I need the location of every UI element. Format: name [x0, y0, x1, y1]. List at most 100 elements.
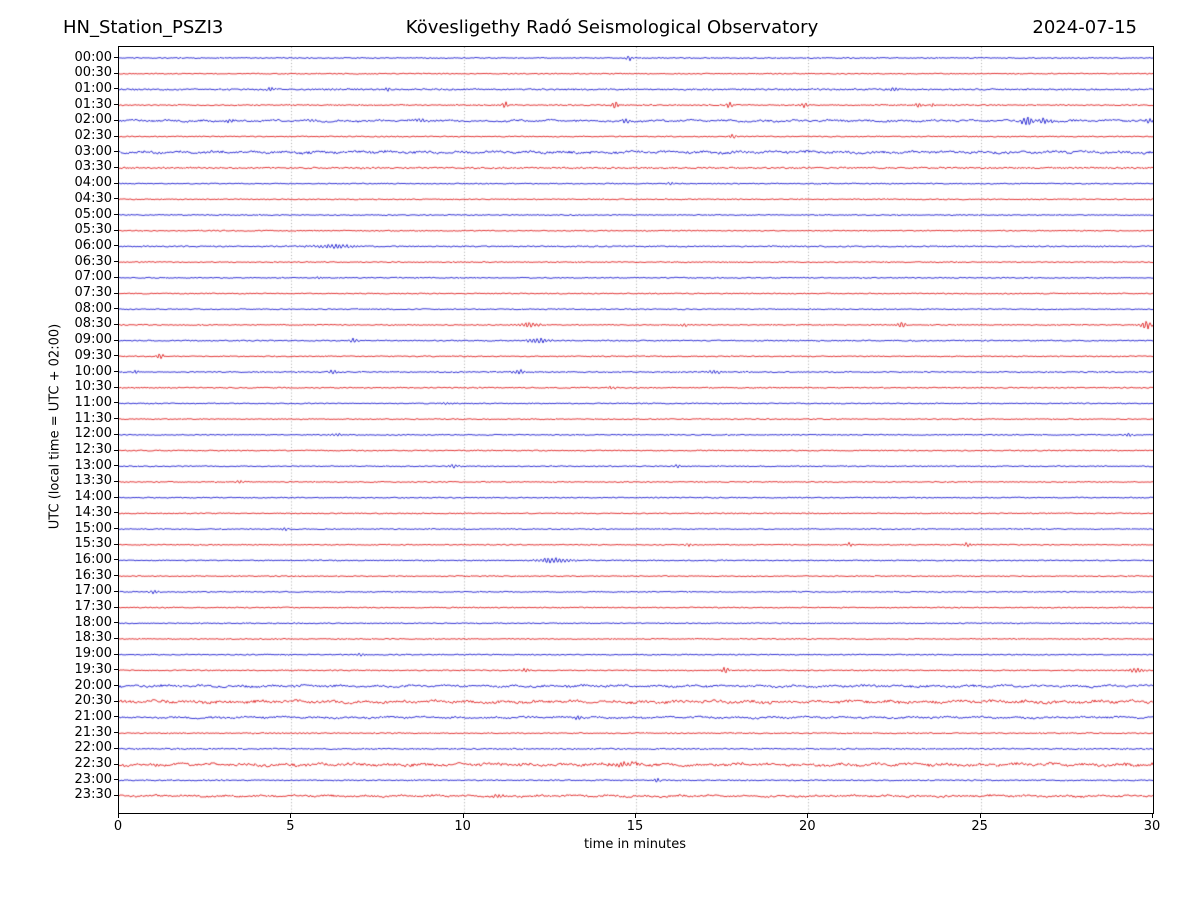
- date-title: 2024-07-15: [1032, 17, 1137, 38]
- x-tick-mark: [979, 813, 981, 818]
- y-tick-mark: [113, 276, 118, 278]
- x-tick-label: 25: [971, 819, 988, 834]
- y-tick-label: 14:30: [74, 504, 112, 520]
- y-tick-mark: [113, 528, 118, 530]
- x-tick-label: 15: [626, 819, 644, 834]
- x-tick-mark: [462, 813, 464, 818]
- x-tick-mark: [807, 813, 809, 818]
- y-tick-label: 10:00: [74, 363, 112, 379]
- y-tick-mark: [113, 182, 118, 184]
- y-tick-label: 01:30: [74, 96, 112, 112]
- y-tick-label: 08:00: [74, 300, 112, 316]
- y-tick-mark: [113, 292, 118, 294]
- y-tick-mark: [113, 198, 118, 200]
- y-tick-label: 17:00: [74, 583, 112, 599]
- y-tick-mark: [113, 402, 118, 404]
- y-tick-label: 06:00: [74, 237, 112, 253]
- y-tick-mark: [113, 57, 118, 58]
- y-tick-mark: [113, 166, 118, 168]
- y-tick-mark: [113, 480, 118, 482]
- y-tick-mark: [113, 747, 118, 749]
- y-tick-mark: [113, 135, 118, 137]
- y-tick-mark: [113, 418, 118, 420]
- y-tick-mark: [113, 433, 118, 435]
- y-tick-label: 02:30: [74, 128, 112, 143]
- y-tick-mark: [113, 763, 118, 765]
- y-tick-mark: [113, 543, 118, 545]
- y-tick-label: 15:00: [74, 520, 112, 536]
- y-tick-mark: [113, 214, 118, 216]
- y-tick-mark: [113, 371, 118, 373]
- y-tick-label: 02:00: [74, 112, 112, 128]
- x-tick-mark: [290, 813, 292, 818]
- y-tick-label: 20:30: [74, 693, 112, 709]
- y-tick-mark: [113, 779, 118, 781]
- y-tick-mark: [113, 386, 118, 388]
- y-tick-label: 19:30: [74, 661, 112, 677]
- y-tick-label: 23:00: [74, 771, 112, 787]
- y-tick-label: 05:00: [74, 206, 112, 222]
- y-tick-mark: [113, 794, 118, 796]
- y-tick-mark: [113, 151, 118, 153]
- y-tick-label: 04:00: [74, 175, 112, 191]
- x-tick-mark: [635, 813, 636, 818]
- plot-frame: [118, 46, 1154, 814]
- y-tick-mark: [113, 308, 118, 310]
- y-tick-mark: [113, 637, 118, 639]
- y-tick-mark: [113, 72, 118, 74]
- y-tick-label: 03:00: [74, 143, 112, 159]
- y-tick-label: 03:30: [74, 159, 112, 175]
- y-tick-label: 15:30: [74, 536, 112, 552]
- y-tick-label: 20:00: [74, 677, 112, 693]
- x-tick-label: 0: [113, 819, 123, 834]
- x-tick-mark: [118, 813, 119, 818]
- y-axis-label: UTC (local time = UTC + 02:00): [47, 323, 63, 530]
- y-tick-mark: [113, 716, 118, 718]
- x-tick-label: 30: [1143, 819, 1161, 834]
- y-tick-label: 23:30: [74, 787, 112, 803]
- y-tick-mark: [113, 559, 118, 561]
- y-tick-label: 16:30: [74, 567, 112, 583]
- y-tick-mark: [113, 669, 118, 671]
- y-tick-label: 00:30: [74, 65, 112, 81]
- y-tick-mark: [113, 496, 118, 498]
- y-tick-label: 12:30: [74, 442, 112, 458]
- x-tick-label: 5: [286, 819, 295, 834]
- y-tick-label: 12:00: [74, 426, 112, 442]
- y-tick-label: 11:30: [74, 410, 112, 426]
- y-tick-label: 22:00: [74, 740, 112, 756]
- y-tick-mark: [113, 339, 118, 341]
- x-tick-mark: [1152, 813, 1153, 818]
- y-tick-mark: [113, 732, 118, 734]
- y-tick-mark: [113, 245, 118, 247]
- y-tick-label: 16:00: [74, 551, 112, 567]
- y-tick-label: 07:00: [74, 269, 112, 285]
- y-tick-mark: [113, 88, 118, 90]
- y-tick-label: 07:30: [74, 285, 112, 301]
- y-tick-label: 04:30: [74, 190, 112, 206]
- y-tick-label: 18:30: [74, 630, 112, 646]
- y-tick-label: 19:00: [74, 646, 112, 662]
- x-tick-label: 20: [799, 819, 816, 834]
- y-tick-mark: [113, 449, 118, 451]
- y-tick-label: 11:00: [74, 394, 112, 410]
- y-tick-mark: [113, 104, 118, 106]
- observatory-title: Kövesligethy Radó Seismological Observat…: [405, 17, 819, 38]
- y-tick-label: 18:00: [74, 614, 112, 630]
- y-tick-label: 21:30: [74, 724, 112, 740]
- y-tick-label: 21:00: [74, 708, 112, 724]
- station-title: HN_Station_PSZI3: [63, 17, 224, 38]
- y-tick-label: 05:30: [74, 222, 112, 238]
- y-tick-mark: [113, 606, 118, 608]
- y-tick-mark: [113, 590, 118, 592]
- y-tick-label: 13:30: [74, 473, 112, 489]
- y-tick-mark: [113, 653, 118, 655]
- y-tick-label: 22:30: [74, 756, 112, 772]
- y-tick-label: 10:30: [74, 379, 112, 395]
- x-axis-label: time in minutes: [583, 837, 687, 852]
- y-tick-mark: [113, 700, 118, 702]
- y-tick-mark: [113, 512, 118, 514]
- y-tick-label: 09:00: [74, 332, 112, 348]
- y-tick-mark: [113, 685, 118, 687]
